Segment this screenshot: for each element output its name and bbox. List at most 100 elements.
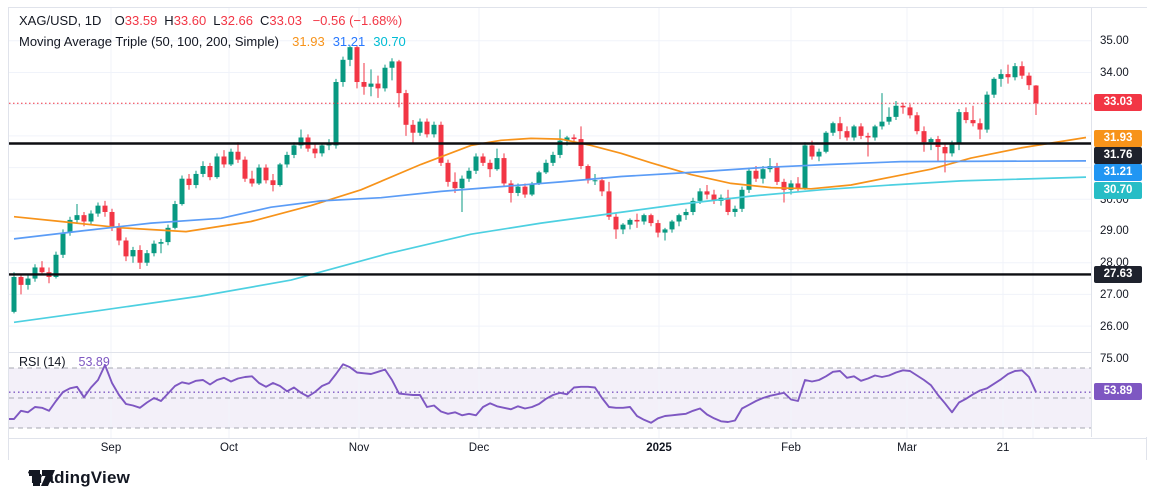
candle-body — [984, 94, 990, 130]
candle-body — [991, 78, 997, 95]
candle-body — [186, 178, 192, 186]
candle-body — [123, 240, 129, 257]
candle-body — [53, 254, 59, 277]
time-axis[interactable]: Sep Oct Nov Dec 2025 Feb Mar 21 — [9, 438, 1146, 460]
candle-body — [459, 178, 465, 189]
candle-body — [543, 162, 549, 173]
ohlc-item: L32.66 — [213, 13, 254, 28]
candle-body — [242, 159, 248, 179]
candle-body — [382, 67, 388, 89]
candle-body — [676, 215, 682, 222]
time-label: Sep — [100, 442, 122, 454]
candle-body — [830, 123, 836, 133]
time-label: Feb — [781, 442, 801, 454]
candle-body — [74, 215, 80, 220]
candle-body — [592, 180, 598, 182]
time-label: Nov — [348, 442, 370, 454]
candle-body — [312, 148, 318, 154]
candle-body — [487, 162, 493, 170]
candle-body — [921, 131, 927, 143]
candle-body — [11, 276, 17, 312]
candle-body — [466, 170, 472, 179]
candle-body — [641, 215, 647, 222]
candle-body — [648, 215, 654, 224]
candle-body — [809, 145, 815, 157]
price-axis[interactable]: 35.00 34.00 30.00 29.00 28.00 27.00 26.00 75.00… — [1091, 8, 1147, 437]
ohlc-values: O33.59 H33.60 L32.66 C33.03 — [115, 13, 309, 28]
candle-body — [144, 253, 150, 263]
price-tick: 27.00 — [1100, 288, 1129, 301]
candle-body — [501, 158, 507, 184]
symbol-legend[interactable]: XAG/USD, 1D O33.59 H33.60 L32.66 C33.03 −0.… — [19, 10, 414, 52]
candle-body — [753, 170, 759, 179]
rsi-title: RSI (14) — [19, 355, 66, 369]
candle-body — [263, 167, 269, 181]
price-badge: 31.93 — [1094, 130, 1142, 147]
candle-body — [508, 183, 514, 193]
ma-line-50 — [13, 136, 1087, 233]
candle-body — [893, 105, 899, 117]
candle-body — [774, 166, 780, 182]
candle-body — [998, 74, 1004, 79]
candle-body — [802, 145, 808, 189]
candle-body — [214, 156, 220, 178]
candle-body — [942, 146, 948, 154]
candle-body — [557, 140, 563, 155]
rsi-line — [9, 363, 1037, 424]
candle-body — [417, 121, 423, 133]
candle-body — [158, 242, 164, 244]
candle-body — [452, 181, 458, 189]
rsi-pane[interactable] — [9, 352, 1091, 439]
legend-symbol-row: XAG/USD, 1D O33.59 H33.60 L32.66 C33.03 −0.… — [19, 10, 414, 31]
candle-body — [844, 131, 850, 138]
candle-body — [67, 219, 73, 233]
candle-body — [375, 83, 381, 89]
price-pane[interactable] — [9, 8, 1091, 352]
candle-body — [1005, 74, 1011, 78]
candle-body — [1012, 66, 1018, 78]
candle-body — [599, 180, 605, 192]
candle-body — [368, 83, 374, 87]
candle-body — [193, 173, 199, 186]
candle-body — [606, 191, 612, 217]
candle-body — [347, 47, 353, 60]
candle-body — [228, 151, 234, 165]
candle-body — [760, 169, 766, 179]
candle-body — [690, 200, 696, 212]
price-badge: 33.03 — [1094, 94, 1142, 111]
ma-line-200 — [13, 176, 1087, 324]
tradingview-branding[interactable]: TradingView — [28, 468, 130, 488]
candle-body — [298, 137, 304, 146]
candle-body — [249, 178, 255, 184]
candle-body — [494, 158, 500, 170]
candle-body — [536, 172, 542, 184]
ma-value: 30.70 — [373, 34, 406, 49]
price-badge: 30.70 — [1094, 182, 1142, 199]
candle-body — [284, 154, 290, 165]
ohlc-item: O33.59 — [114, 13, 158, 28]
rsi-legend[interactable]: RSI (14) 53.89 — [19, 355, 110, 369]
ohlc-item: H33.60 — [164, 13, 207, 28]
candle-body — [907, 107, 913, 116]
indicator-title: Moving Average Triple (50, 100, 200, Sim… — [19, 34, 279, 49]
candle-body — [235, 151, 241, 160]
chart-widget: XAG/USD, 1D O33.59 H33.60 L32.66 C33.03 −0.… — [8, 7, 1147, 460]
candle-body — [858, 126, 864, 136]
candle-body — [746, 170, 752, 190]
price-badge: 31.21 — [1094, 164, 1142, 181]
candle-body — [81, 215, 87, 222]
candle-body — [550, 154, 556, 163]
candle-body — [60, 232, 66, 255]
candle-body — [515, 186, 521, 193]
candle-body — [1033, 85, 1039, 104]
candle-body — [627, 219, 633, 225]
symbol-title: XAG/USD, 1D — [19, 13, 102, 28]
candle-body — [403, 93, 409, 125]
candle-body — [837, 123, 843, 132]
ma-value: 31.21 — [332, 34, 366, 49]
tradingview-logo-icon — [29, 470, 55, 486]
candle-body — [25, 278, 31, 285]
price-tick: 26.00 — [1100, 320, 1129, 333]
candle-body — [739, 189, 745, 209]
